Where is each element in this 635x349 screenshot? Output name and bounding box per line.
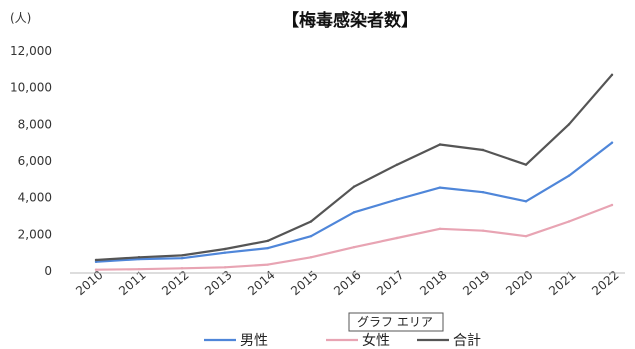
x-tick-label: 2017 [374,268,406,298]
data-point [180,254,184,257]
data-point [438,227,442,231]
y-tick-label: 2,000 [18,227,52,241]
y-tick-label: 12,000 [10,44,52,58]
data-point [524,163,528,166]
y-unit-label: (人) [10,11,31,25]
y-tick-label: 8,000 [18,117,52,131]
data-point [223,251,227,254]
data-point [610,73,614,77]
data-point [524,200,528,203]
data-point [395,198,399,201]
y-tick-label: 4,000 [18,191,52,205]
y-axis-ticks: 0 2,000 4,000 6,000 8,000 10,000 12,000 [10,44,52,278]
series-line-1 [94,141,614,263]
x-tick-label: 2015 [288,268,320,298]
data-point [94,260,98,264]
x-tick-label: 2012 [159,268,191,298]
data-point [94,268,98,271]
data-point [180,256,184,260]
data-point [610,141,614,144]
y-tick-label: 10,000 [10,81,52,95]
x-tick-label: 2016 [331,268,363,298]
data-point [223,266,227,269]
x-tick-label: 2021 [546,268,578,298]
tooltip-text: グラフ エリア [357,315,433,329]
data-point [266,239,270,242]
legend-label: 合計 [453,333,481,349]
data-point [524,234,528,238]
data-point [610,203,614,207]
data-point [395,163,399,166]
data-point [94,258,98,262]
data-point [438,186,442,189]
data-point [567,220,571,223]
series-line-2 [94,203,614,271]
data-point [137,256,141,259]
data-point [137,257,141,261]
x-tick-label: 2010 [73,268,105,298]
legend: 男性 女性 合計 [204,332,481,349]
data-point [395,236,399,240]
legend-label: 女性 [362,332,390,349]
legend-label: 男性 [240,333,268,349]
chart-title: 【梅毒感染者数】 [282,10,418,31]
data-point [309,234,313,238]
data-point [352,245,356,249]
data-point [567,123,571,126]
data-point [309,256,313,259]
y-tick-label: 6,000 [18,154,52,168]
data-point [438,143,442,146]
data-point [180,267,184,270]
x-axis-ticks: 2010 2011 2012 2013 2014 2015 2016 2017 2018 2019… [73,268,621,298]
series-layer [94,73,614,271]
data-point [223,247,227,251]
y-tick-label: 0 [44,264,52,278]
x-tick-label: 2018 [417,268,449,298]
x-tick-label: 2020 [503,268,535,298]
x-tick-label: 2022 [589,268,621,298]
x-tick-label: 2011 [116,268,148,298]
data-point [266,246,270,250]
data-point [481,229,485,232]
data-point [352,211,356,214]
tooltip: グラフ エリア [348,312,444,332]
data-point [481,148,485,152]
x-tick-label: 2014 [245,268,277,298]
data-point [266,263,270,266]
data-point [309,220,313,223]
data-point [567,174,571,177]
x-tick-label: 2013 [202,268,234,298]
x-tick-label: 2019 [460,268,492,298]
data-point [352,185,356,188]
data-point [481,190,485,194]
data-point [137,267,141,271]
